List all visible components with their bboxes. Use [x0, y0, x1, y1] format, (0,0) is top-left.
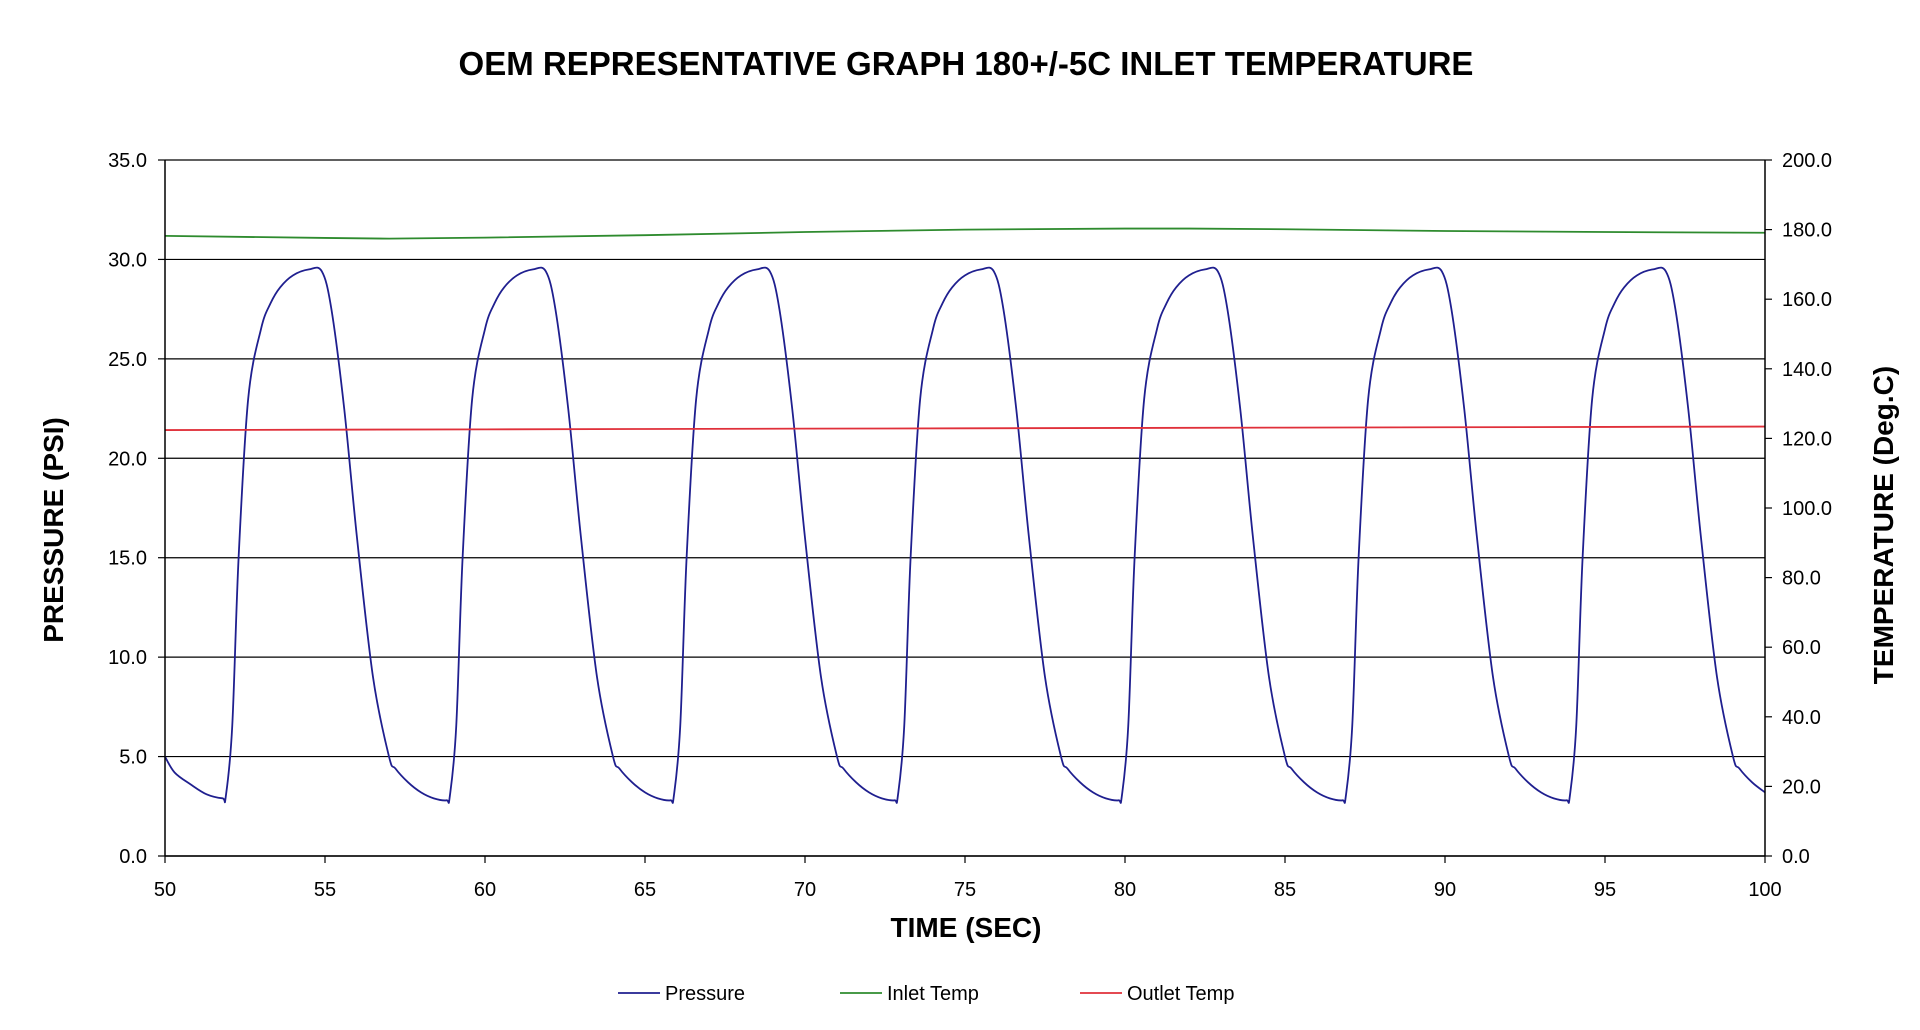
x-tick-label: 100 [1748, 879, 1781, 901]
x-tick-label: 60 [474, 879, 496, 901]
y-axis-title: PRESSURE (PSI) [38, 417, 69, 643]
x-tick-label: 95 [1594, 879, 1616, 901]
y-tick-label: 5.0 [119, 747, 147, 769]
x-tick-label: 50 [154, 879, 176, 901]
series-layer [164, 227, 1766, 804]
y-tick-label: 25.0 [108, 349, 147, 371]
x-tick-label: 80 [1114, 879, 1136, 901]
x-tick-label: 70 [794, 879, 816, 901]
legend-item-pressure: Pressure [618, 983, 745, 1005]
y-tick-label: 35.0 [108, 150, 147, 172]
y2-axis-title: TEMPERATURE (Deg.C) [1868, 366, 1899, 684]
axes [164, 160, 1766, 857]
series-line-inlet-temp [164, 227, 1766, 240]
y2-tick-label: 60.0 [1782, 637, 1821, 659]
legend: Pressure Inlet Temp Outlet Temp [618, 983, 1234, 1005]
y-tick-label: 0.0 [119, 846, 147, 868]
x-tick-label: 75 [954, 879, 976, 901]
series-line-outlet-temp [164, 425, 1766, 431]
y-tick-label: 10.0 [108, 647, 147, 669]
ticks: 0.0 5.0 10.0 15.0 20.0 25.0 30.0 35.0 0.0 20.0 40.… [108, 150, 1832, 901]
legend-item-inlet-temp: Inlet Temp [840, 983, 979, 1005]
series-line-pressure [164, 266, 1766, 804]
x-tick-label: 90 [1434, 879, 1456, 901]
x-axis-title: TIME (SEC) [891, 912, 1042, 943]
y2-tick-label: 120.0 [1782, 428, 1832, 450]
x-tick-label: 85 [1274, 879, 1296, 901]
legend-item-outlet-temp: Outlet Temp [1080, 983, 1234, 1005]
y2-tick-label: 160.0 [1782, 289, 1832, 311]
legend-label: Inlet Temp [887, 983, 979, 1005]
y2-tick-label: 80.0 [1782, 568, 1821, 590]
y2-tick-label: 40.0 [1782, 707, 1821, 729]
grid [165, 159, 1765, 857]
y-tick-label: 30.0 [108, 249, 147, 271]
x-tick-label: 55 [314, 879, 336, 901]
y2-tick-label: 100.0 [1782, 498, 1832, 520]
y-tick-label: 15.0 [108, 548, 147, 570]
y2-tick-label: 140.0 [1782, 359, 1832, 381]
y2-tick-label: 200.0 [1782, 150, 1832, 172]
y2-tick-label: 0.0 [1782, 846, 1810, 868]
chart-title: OEM REPRESENTATIVE GRAPH 180+/-5C INLET … [459, 45, 1474, 82]
x-tick-label: 65 [634, 879, 656, 901]
y2-tick-label: 20.0 [1782, 776, 1821, 798]
y2-tick-label: 180.0 [1782, 220, 1832, 242]
y-tick-label: 20.0 [108, 448, 147, 470]
legend-label: Pressure [665, 983, 745, 1005]
legend-label: Outlet Temp [1127, 983, 1234, 1005]
